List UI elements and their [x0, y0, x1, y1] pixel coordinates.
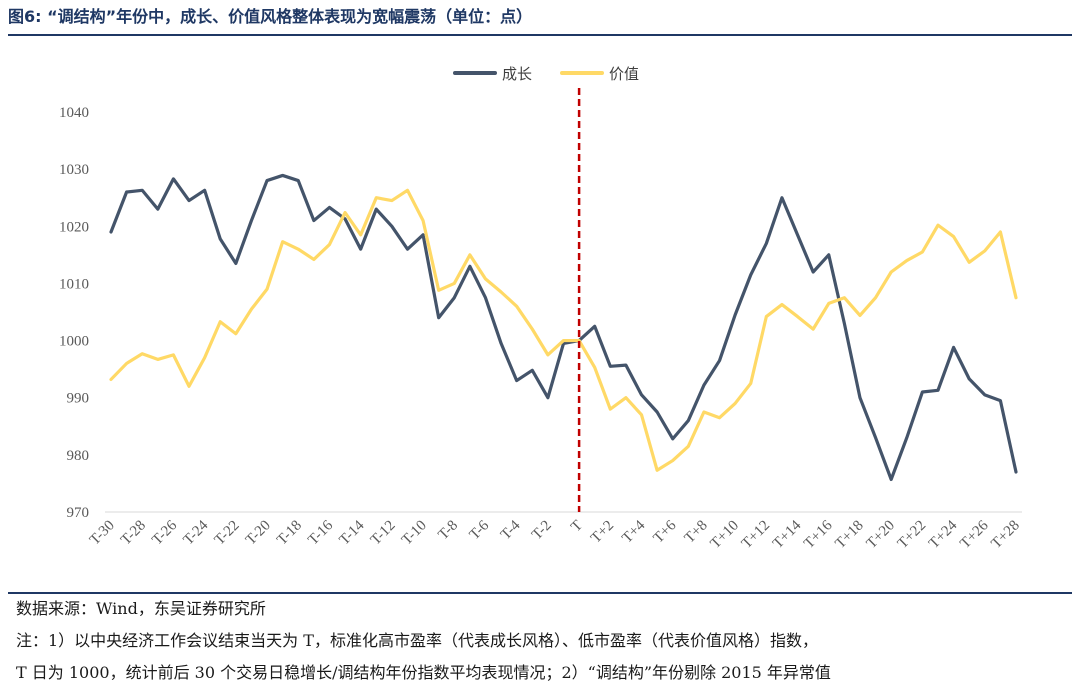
series-line-growth: [109, 173, 1018, 482]
y-tick-label: 1030: [59, 162, 89, 178]
x-tick-label: T+22: [895, 518, 929, 552]
x-tick-label: T+26: [957, 517, 992, 552]
x-tick-label: T-26: [149, 517, 180, 548]
figure-title: 图6: “调结构”年份中，成长、价值风格整体表现为宽幅震荡（单位：点）: [8, 7, 533, 26]
x-axis: T-30 T-28 T-26 T-24 T-22 T-20 T-18 T-16 T-14 T-12…: [87, 511, 1023, 552]
y-tick-label: 980: [67, 448, 90, 464]
x-tick-label: T+6: [650, 517, 679, 546]
legend-label-growth: 成长: [502, 65, 532, 83]
x-tick-label: T-28: [118, 518, 149, 549]
x-tick-label: T-12: [368, 518, 399, 549]
source-note: 数据来源：Wind，东吴证券研究所: [16, 599, 266, 618]
series-line-value: [109, 188, 1018, 472]
x-tick-label: T-2: [529, 518, 555, 544]
x-tick-label: T+14: [770, 517, 805, 552]
footnote-line-2: T 日为 1000，统计前后 30 个交易日稳增长/调结构年份指数平均表现情况；…: [16, 663, 831, 682]
x-tick-label: T+28: [988, 518, 1022, 552]
notes-rule: [8, 592, 1072, 594]
x-tick-label: T-18: [274, 518, 305, 549]
legend: 成长 价值: [453, 65, 639, 83]
y-tick-label: 1010: [59, 276, 89, 292]
x-tick-label: T-14: [337, 517, 368, 548]
y-axis: 970 980 990 1000 1010 1020 1030 1040: [59, 105, 89, 521]
y-tick-label: 970: [67, 505, 90, 521]
footnote-line-1: 注：1）以中央经济工作会议结束当天为 T，标准化高市盈率（代表成长风格）、低市盈…: [16, 631, 818, 650]
x-tick-label: T-6: [467, 517, 493, 543]
x-tick-label: T+4: [619, 517, 648, 546]
x-tick-label: T+16: [801, 517, 836, 552]
x-tick-label: T-20: [243, 518, 274, 549]
x-tick-label: T+8: [682, 518, 711, 547]
y-tick-label: 1000: [59, 334, 89, 350]
x-tick-label: T-4: [498, 517, 524, 543]
y-tick-label: 990: [67, 391, 90, 407]
x-tick-label: T-8: [435, 518, 461, 544]
x-tick-label: T-24: [180, 517, 211, 548]
plot-area: [109, 88, 1018, 512]
y-tick-label: 1040: [59, 105, 89, 121]
x-tick-label: T: [568, 518, 586, 536]
x-tick-label: T+18: [832, 518, 866, 552]
x-tick-label: T+2: [588, 518, 617, 547]
legend-label-value: 价值: [609, 65, 639, 83]
chart-area: 970 980 990 1000 1010 1020 1030 1040 T-30 T-28 T-…: [8, 44, 1072, 584]
x-tick-label: T+24: [926, 517, 961, 552]
x-tick-label: T-30: [87, 518, 118, 549]
title-rule: [8, 34, 1072, 36]
x-tick-label: T-22: [212, 518, 243, 549]
x-tick-label: T+20: [864, 518, 898, 552]
x-tick-label: T+12: [739, 518, 773, 552]
x-tick-label: T-16: [305, 517, 336, 548]
y-tick-label: 1020: [59, 219, 89, 235]
x-tick-label: T-10: [399, 518, 430, 549]
x-tick-label: T+10: [708, 518, 742, 552]
